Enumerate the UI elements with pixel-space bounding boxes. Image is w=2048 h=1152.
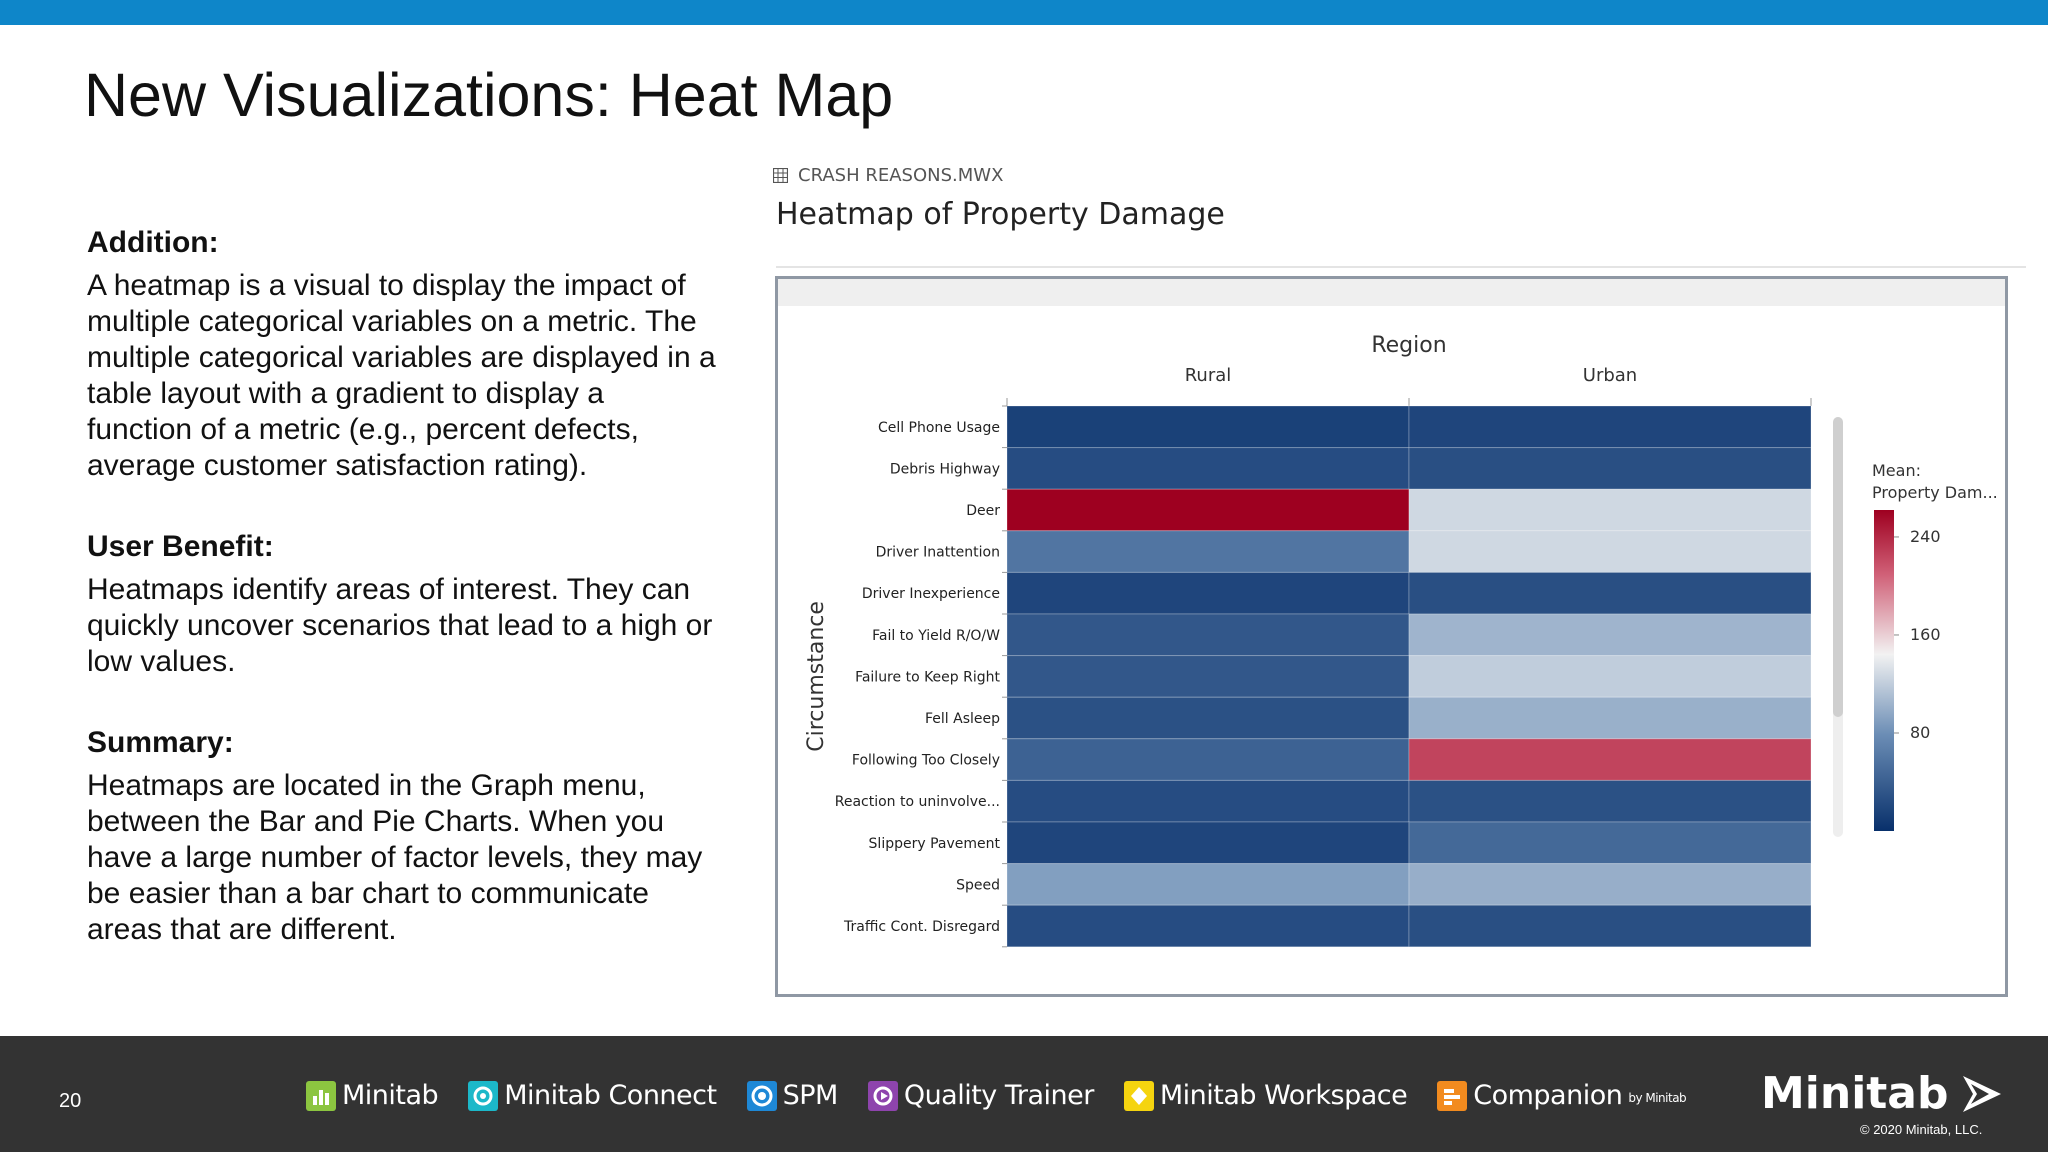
heatmap-cell [1006, 821, 1410, 865]
heatmap-cell [1408, 571, 1812, 615]
heatmap-cell [1408, 613, 1812, 657]
heatmap-cell [1408, 655, 1812, 698]
legend-tick-label: 160 [1910, 625, 1941, 644]
footer-bar [0, 1036, 2048, 1152]
row-label: Driver Inexperience [862, 586, 1000, 602]
product-spm: SPM [746, 1080, 839, 1111]
heatmap-cell [1408, 863, 1812, 906]
heatmap-frame[interactable]: Region Rural Urban Cell Phone Usage Debris H… [775, 276, 2008, 997]
heatmap-cell [1006, 779, 1410, 823]
product-logos: Minitab Minitab Connect SPM Quality Trai… [306, 1080, 1687, 1111]
companion-icon [1437, 1080, 1468, 1111]
connect-icon [468, 1080, 499, 1111]
row-label: Debris Highway [890, 461, 1000, 477]
heatmap-cell [1006, 488, 1410, 532]
companion-suffix: by Minitab [1628, 1091, 1687, 1105]
heatmap-cell [1006, 738, 1410, 781]
row-label: Traffic Cont. Disregard [843, 919, 1000, 935]
row-label: Failure to Keep Right [855, 669, 1000, 685]
section-body: Heatmaps identify areas of interest. The… [87, 573, 713, 678]
heatmap-cell [1006, 696, 1410, 740]
heatmap-chart: Region Rural Urban Cell Phone Usage Debris H… [804, 333, 1998, 948]
row-label: Fail to Yield R/O/W [872, 628, 1000, 644]
row-label: Driver Inattention [876, 545, 1000, 561]
copyright: © 2020 Minitab, LLC. [1860, 1122, 1983, 1137]
product-name: Minitab Workspace [1159, 1080, 1408, 1111]
section-addition: Addition: A heatmap is a visual to displ… [87, 224, 717, 484]
row-label: Fell Asleep [925, 711, 1000, 727]
spm-icon [746, 1080, 777, 1111]
row-label: Following Too Closely [852, 753, 1000, 769]
file-name-label: CRASH REASONS.MWX [773, 165, 1003, 186]
heatmap-cell [1408, 821, 1812, 865]
legend-title-line: Property Dam... [1872, 483, 1998, 502]
minitab-brand-logo: Minitab [1761, 1068, 2003, 1119]
product-minitab-connect: Minitab Connect [468, 1080, 717, 1111]
heatmap-cell [1006, 613, 1410, 657]
minitab-bar-icon [306, 1080, 336, 1111]
page-number: 20 [59, 1090, 82, 1112]
x-group-title: Region [1371, 333, 1446, 358]
minitab-arrow-icon [1962, 1075, 2001, 1112]
scrollbar-thumb [1833, 417, 1843, 717]
worksheet-grid-icon [773, 168, 788, 183]
heatmap-cell [1006, 863, 1410, 906]
product-companion: Companion by Minitab [1437, 1080, 1687, 1111]
heatmap-cell [1408, 904, 1812, 948]
workspace-icon [1123, 1080, 1154, 1111]
y-axis-title: Circumstance [804, 601, 829, 752]
description-column: Addition: A heatmap is a visual to displ… [87, 224, 717, 992]
heatmap-cell [1408, 738, 1812, 781]
product-name: Minitab Connect [504, 1080, 717, 1111]
section-body: Heatmaps are located in the Graph menu, … [87, 769, 703, 946]
heatmap-cell [1408, 530, 1812, 573]
product-name: Companion [1473, 1080, 1623, 1111]
row-label: Deer [966, 503, 1000, 519]
product-minitab: Minitab [306, 1080, 439, 1111]
legend-title-line: Mean: [1872, 461, 1921, 480]
section-user-benefit: User Benefit: Heatmaps identify areas of… [87, 528, 717, 680]
row-label: Slippery Pavement [869, 836, 1001, 852]
quality-trainer-icon [867, 1080, 898, 1111]
slide-title: New Visualizations: Heat Map [84, 61, 894, 129]
column-label: Rural [1185, 365, 1232, 386]
heatmap-cell [1006, 530, 1410, 573]
legend-tick-label: 240 [1910, 527, 1941, 546]
product-name: Quality Trainer [903, 1080, 1095, 1111]
legend-color-bar [1874, 510, 1894, 831]
top-accent-bar [0, 0, 2048, 25]
heatmap-cell [1006, 655, 1410, 698]
heatmap-cell [1408, 447, 1812, 490]
product-name: Minitab [342, 1080, 439, 1111]
section-heading: Summary: [87, 726, 234, 759]
legend-tick-label: 80 [1910, 723, 1930, 742]
chart-heading: Heatmap of Property Damage [776, 197, 1225, 232]
row-label: Cell Phone Usage [878, 420, 1000, 436]
file-name: CRASH REASONS.MWX [798, 165, 1004, 186]
heatmap-cell [1006, 405, 1410, 449]
heatmap-cell [1006, 571, 1410, 615]
heatmap-cell [1408, 488, 1812, 532]
heatmap-cell [1408, 779, 1812, 823]
product-name: SPM [782, 1080, 839, 1111]
product-minitab-workspace: Minitab Workspace [1123, 1080, 1408, 1111]
row-label: Reaction to uninvolve... [835, 794, 1000, 810]
section-body: A heatmap is a visual to display the imp… [87, 269, 716, 482]
heatmap-cell [1006, 904, 1410, 948]
row-label: Speed [956, 877, 1000, 893]
heatmap-cell [1408, 405, 1812, 449]
section-heading: User Benefit: [87, 530, 274, 563]
brand-name: Minitab [1761, 1068, 1949, 1119]
heatmap-cell [1006, 447, 1410, 490]
section-heading: Addition: [87, 226, 219, 259]
section-summary: Summary: Heatmaps are located in the Gra… [87, 724, 717, 948]
frame-header-bar [778, 279, 2005, 306]
heatmap-cell [1408, 696, 1812, 740]
product-quality-trainer: Quality Trainer [867, 1080, 1095, 1111]
column-label: Urban [1583, 365, 1637, 386]
heading-divider [776, 266, 2026, 268]
